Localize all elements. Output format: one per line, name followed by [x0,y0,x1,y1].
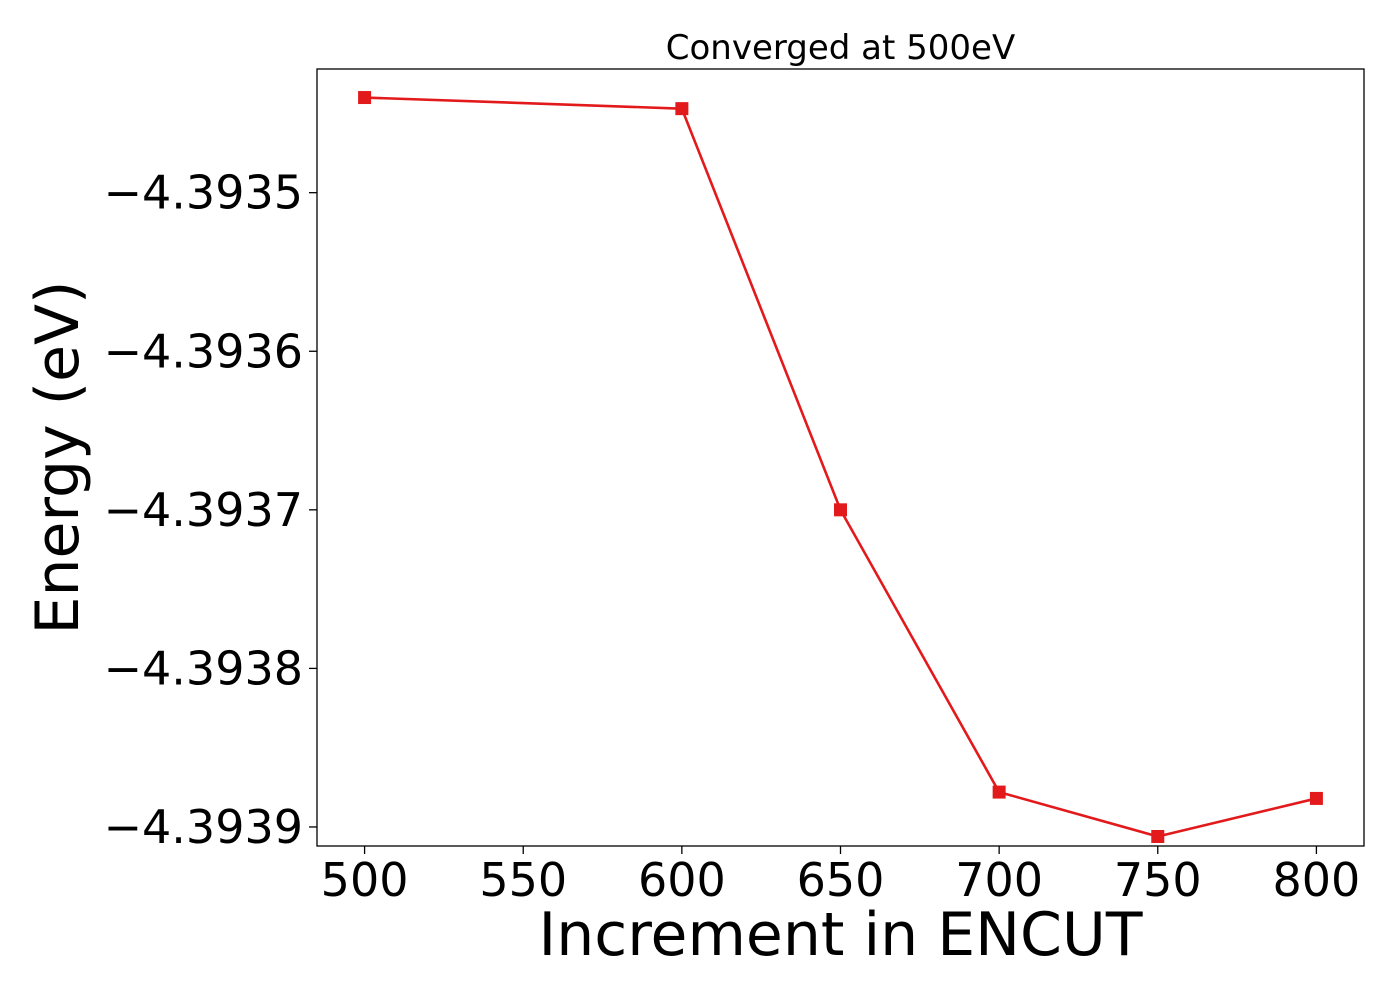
x-tick-label: 500 [321,853,409,907]
chart-title: Converged at 500eV [666,28,1015,68]
data-point-marker [992,785,1006,799]
x-tick-label: 800 [1273,853,1361,907]
y-tick-label: −4.3938 [104,641,304,695]
plot-area-frame [316,68,1365,847]
x-tick-label: 600 [638,853,726,907]
x-tick-label: 550 [479,853,567,907]
y-axis-label: Energy (eV) [23,281,93,635]
data-point-marker [675,102,689,116]
y-tick-label: −4.3936 [104,324,304,378]
data-point-marker [1151,829,1165,843]
x-axis-label: Increment in ENCUT [539,900,1143,970]
x-tick-label: 700 [955,853,1043,907]
y-tick-label: −4.3935 [104,166,304,220]
data-point-marker [1309,791,1323,805]
series-markers [358,91,1323,843]
y-axis: −4.3935 −4.3936 −4.3937 −4.3938 −4.3939 [104,166,317,854]
series-line [364,96,1317,838]
data-point-marker [358,91,372,105]
data-point-marker [834,503,847,517]
y-tick-label: −4.3937 [104,483,304,537]
x-tick-label: 650 [797,853,885,907]
x-axis: 500 550 600 650 700 750 800 [321,846,1361,907]
x-tick-label: 750 [1114,853,1202,907]
y-tick-label: −4.3939 [104,800,304,854]
